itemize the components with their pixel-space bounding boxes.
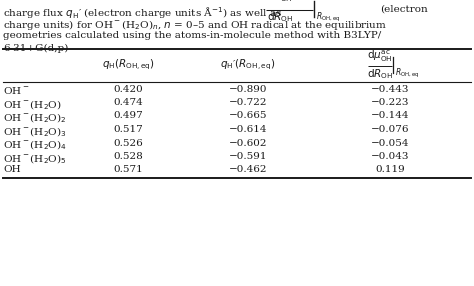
Text: $R_\mathrm{OH,eq}$: $R_\mathrm{OH,eq}$ [395,67,419,80]
Text: −0.591: −0.591 [229,152,267,161]
Text: 6-31+G(d,p): 6-31+G(d,p) [3,44,68,53]
Text: $\mathrm{d}R_\mathrm{OH}$: $\mathrm{d}R_\mathrm{OH}$ [367,67,393,81]
Text: −0.614: −0.614 [229,125,267,134]
Text: OH$^-$(H$_2$O)$_5$: OH$^-$(H$_2$O)$_5$ [3,152,66,166]
Text: $q_\mathrm{H}$′$(R_\mathrm{OH,eq})$: $q_\mathrm{H}$′$(R_\mathrm{OH,eq})$ [220,58,276,72]
Text: −0.223: −0.223 [371,98,409,107]
Text: −0.043: −0.043 [371,152,409,161]
Text: −0.443: −0.443 [371,84,409,94]
Text: −0.890: −0.890 [229,84,267,94]
Text: −0.144: −0.144 [371,112,409,120]
Text: 0.474: 0.474 [113,98,143,107]
Text: $\mathrm{d}\mu_\mathrm{OH}^\mathrm{ac}$: $\mathrm{d}\mu_\mathrm{OH}^\mathrm{ac}$ [367,48,393,63]
Text: OH$^-$: OH$^-$ [3,84,29,96]
Text: $\mathrm{d}R_\mathrm{OH}$: $\mathrm{d}R_\mathrm{OH}$ [267,11,293,24]
Text: 0.497: 0.497 [113,112,143,120]
Text: geometries calculated using the atoms-in-molecule method with B3LYP/: geometries calculated using the atoms-in… [3,31,381,40]
Text: OH$^-$(H$_2$O)$_2$: OH$^-$(H$_2$O)$_2$ [3,112,66,125]
Text: −0.076: −0.076 [371,125,409,134]
Text: 0.517: 0.517 [113,125,143,134]
Text: OH: OH [3,166,21,174]
Text: −0.462: −0.462 [229,166,267,174]
Text: 0.420: 0.420 [113,84,143,94]
Text: $q_\mathrm{H}(R_\mathrm{OH,eq})$: $q_\mathrm{H}(R_\mathrm{OH,eq})$ [101,58,155,72]
Text: −0.602: −0.602 [229,138,267,148]
Text: OH$^-$(H$_2$O)$_4$: OH$^-$(H$_2$O)$_4$ [3,138,67,152]
Text: 0.528: 0.528 [113,152,143,161]
Text: OH$^-$(H$_2$O): OH$^-$(H$_2$O) [3,98,62,112]
Text: (electron: (electron [380,5,428,14]
Text: charge flux $q_\mathrm{H}$′ (electron charge units Å$^{-1}$) as well as: charge flux $q_\mathrm{H}$′ (electron ch… [3,5,283,21]
Text: OH$^-$(H$_2$O)$_3$: OH$^-$(H$_2$O)$_3$ [3,125,67,139]
Text: charge units) for OH$^-$(H$_2$O)$_n$, $n$ = 0–5 and OH radical at the equilibriu: charge units) for OH$^-$(H$_2$O)$_n$, $n… [3,18,387,32]
Text: $\mathrm{d}\mu_\mathrm{OH}^\mathrm{ac}$: $\mathrm{d}\mu_\mathrm{OH}^\mathrm{ac}$ [267,0,292,4]
Text: −0.722: −0.722 [229,98,267,107]
Text: 0.571: 0.571 [113,166,143,174]
Text: −0.054: −0.054 [371,138,409,148]
Text: $R_\mathrm{OH,eq}$: $R_\mathrm{OH,eq}$ [316,11,340,24]
Text: 0.526: 0.526 [113,138,143,148]
Text: 0.119: 0.119 [375,166,405,174]
Text: −0.665: −0.665 [229,112,267,120]
